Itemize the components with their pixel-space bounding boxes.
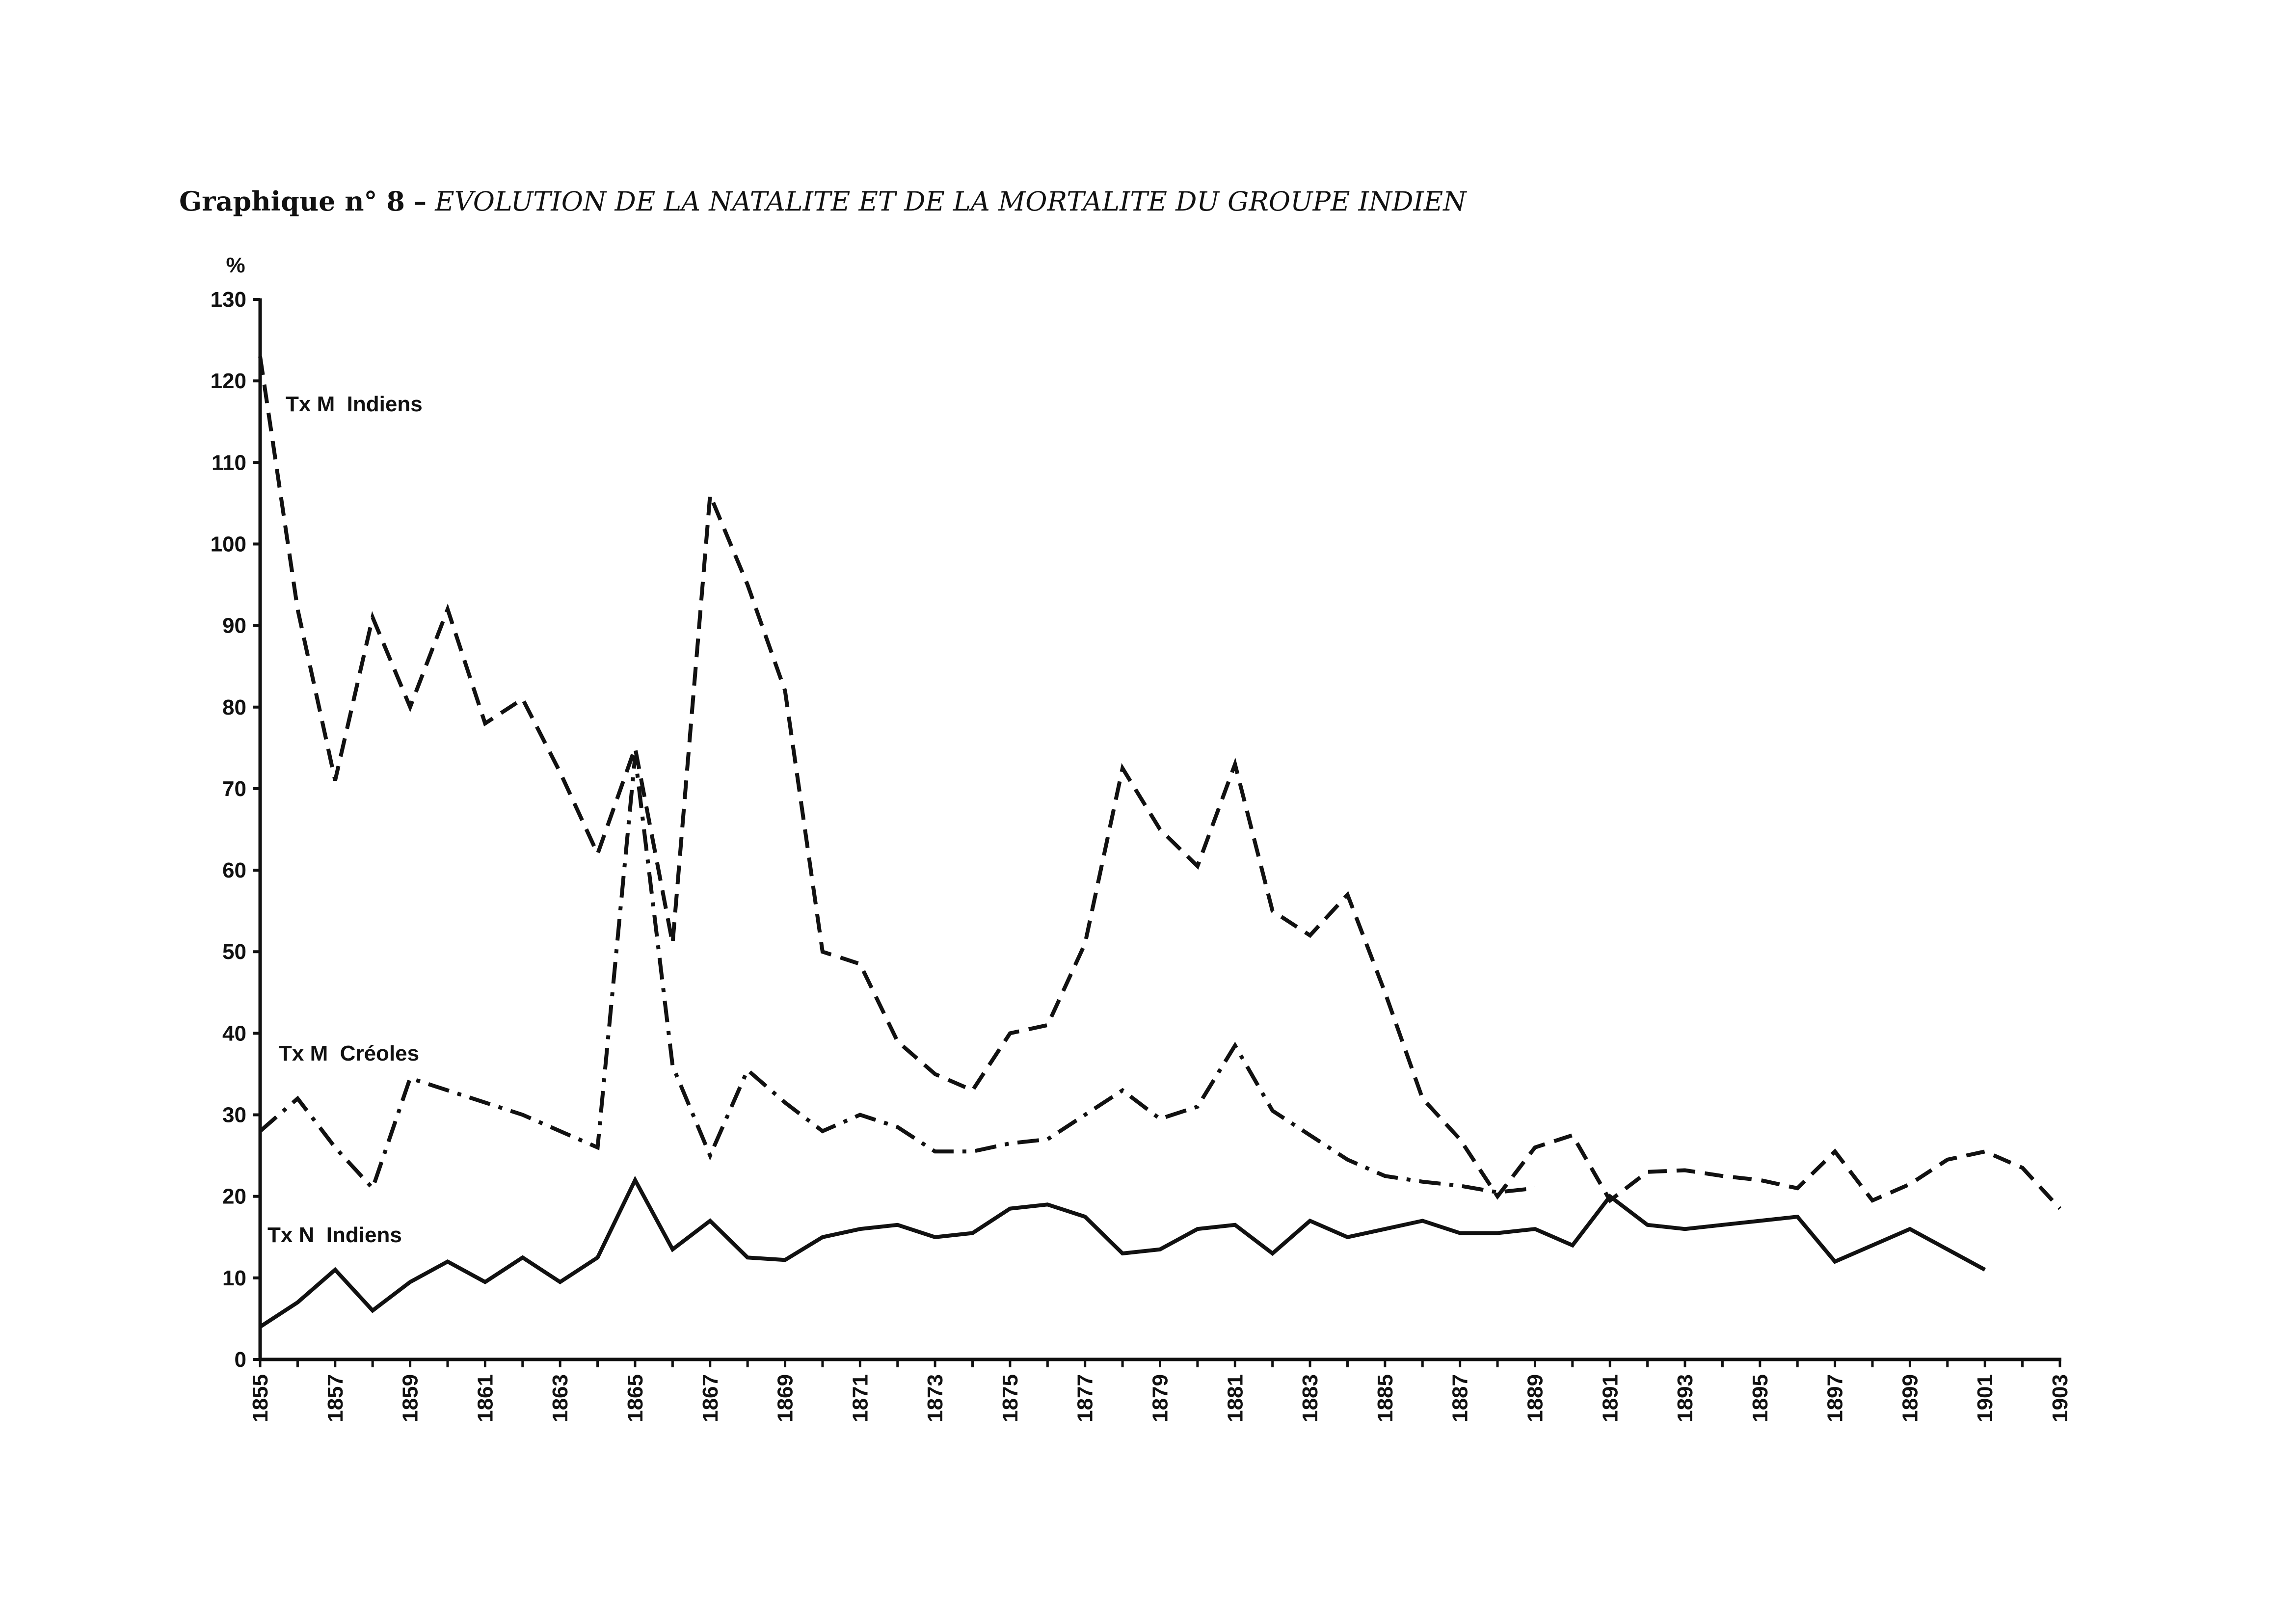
y-tick-label: 80 — [222, 695, 246, 719]
x-tick-label: 1877 — [1073, 1374, 1097, 1422]
y-tick-label: 20 — [222, 1185, 246, 1209]
y-tick-label: 100 — [211, 532, 246, 556]
y-tick-label: 120 — [211, 369, 246, 393]
x-tick-label: 1859 — [399, 1374, 423, 1422]
x-tick-label: 1889 — [1523, 1374, 1547, 1422]
x-tick-label: 1895 — [1748, 1374, 1772, 1422]
y-axis-unit-label: % — [226, 253, 245, 277]
x-tick-label: 1875 — [998, 1374, 1022, 1422]
series-labels: Tx M Indiens Tx M Créoles Tx N Indiens — [267, 392, 423, 1247]
series-0 — [258, 356, 2061, 1210]
y-tick-label: 30 — [222, 1103, 246, 1127]
x-tick-label: 1861 — [473, 1374, 497, 1422]
y-axis-ticks: 0 10 20 30 40 50 60 70 80 90 100 110 120 130% — [211, 253, 260, 1372]
x-axis-ticks: 1855 1857 1859 1861 1863 1865 1867 1869 1871 1873… — [248, 1359, 2072, 1422]
x-tick-label: 1887 — [1448, 1374, 1472, 1422]
chart-title: Graphique n° 8 – EVOLUTION DE LA NATALIT… — [179, 186, 1466, 217]
chart-title-text: EVOLUTION DE LA NATALITE ET DE LA MORTAL… — [435, 186, 1467, 217]
y-tick-label: 40 — [222, 1021, 246, 1045]
y-tick-label: 110 — [212, 451, 246, 475]
chart-series — [258, 356, 2061, 1329]
y-tick-label: 0 — [235, 1348, 246, 1372]
y-tick-label: 130 — [211, 288, 246, 312]
x-tick-label: 1869 — [774, 1374, 798, 1422]
x-tick-label: 1881 — [1223, 1374, 1247, 1422]
y-tick-label: 50 — [222, 940, 246, 964]
y-tick-label: 60 — [222, 858, 246, 882]
x-tick-label: 1885 — [1373, 1374, 1397, 1422]
x-tick-label: 1863 — [548, 1374, 572, 1422]
x-tick-label: 1855 — [248, 1374, 272, 1422]
x-tick-label: 1883 — [1298, 1374, 1322, 1422]
series-line — [258, 356, 2061, 1210]
y-tick-label: 70 — [222, 777, 246, 801]
x-tick-label: 1899 — [1898, 1374, 1922, 1422]
x-tick-label: 1873 — [923, 1374, 947, 1422]
series-1 — [259, 756, 1535, 1195]
x-tick-label: 1879 — [1148, 1374, 1173, 1422]
series-label: Tx M Créoles — [279, 1041, 419, 1065]
x-tick-label: 1871 — [848, 1374, 872, 1422]
series-line — [259, 756, 1535, 1195]
chart-title-number: Graphique n° 8 — [179, 186, 405, 217]
x-tick-label: 1903 — [2048, 1374, 2072, 1422]
x-tick-label: 1897 — [1823, 1374, 1847, 1422]
x-tick-label: 1891 — [1598, 1374, 1622, 1422]
series-label: Tx M Indiens — [286, 392, 423, 416]
chart-title-separator: – — [413, 186, 427, 217]
y-tick-label: 10 — [222, 1266, 246, 1290]
x-tick-label: 1867 — [698, 1374, 722, 1422]
x-tick-label: 1893 — [1673, 1374, 1697, 1422]
series-label: Tx N Indiens — [267, 1223, 402, 1247]
series-2 — [259, 1175, 1986, 1329]
x-tick-label: 1857 — [323, 1374, 347, 1422]
x-tick-label: 1865 — [623, 1374, 647, 1422]
x-tick-label: 1901 — [1973, 1374, 1997, 1422]
y-tick-label: 90 — [222, 614, 246, 638]
